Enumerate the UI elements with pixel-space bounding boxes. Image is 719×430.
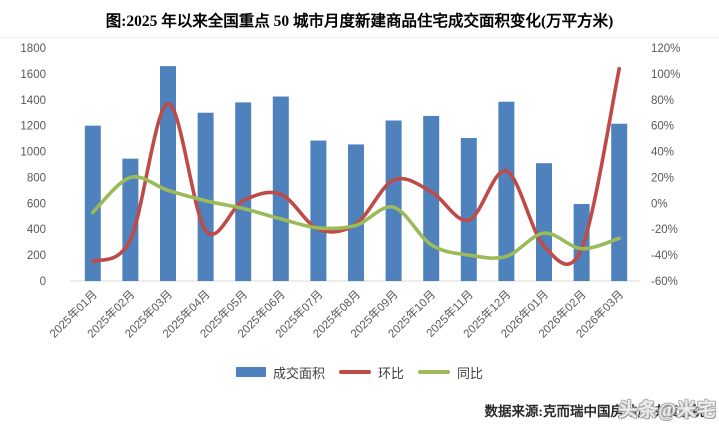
bar-2025年04月	[197, 112, 214, 281]
legend-item-mom: 环比	[338, 363, 404, 382]
svg-text:1200: 1200	[20, 121, 46, 133]
svg-text:600: 600	[27, 198, 46, 210]
svg-text:20%: 20%	[651, 172, 674, 184]
svg-text:0: 0	[40, 276, 46, 288]
svg-text:200: 200	[27, 250, 46, 262]
bar-2026年02月	[573, 203, 590, 281]
legend-mom-label: 环比	[377, 365, 404, 381]
data-source-note: 数据来源:克而瑞中国房地产决策系统	[484, 404, 706, 419]
svg-text:800: 800	[27, 172, 46, 184]
legend-item-yoy: 同比	[418, 363, 483, 382]
legend-yoy-label: 同比	[457, 365, 484, 381]
chart-canvas: 0 200 400 600 800 1000 1200 1400 1600 1800 -60% -40…	[20, 43, 680, 341]
legend-item-volume: 成交面积	[235, 363, 325, 382]
bar-2025年01月	[84, 125, 101, 282]
bar-2026年03月	[611, 123, 628, 281]
chart-title: 图:2025 年以来全国重点 50 城市月度新建商品住宅成交面积变化(万平方米)	[0, 0, 719, 38]
svg-text:40%: 40%	[651, 147, 674, 159]
legend-yoy-line-swatch	[418, 370, 450, 374]
legend-bar-swatch	[235, 367, 266, 377]
svg-text:60%: 60%	[651, 121, 674, 133]
bar-2026年01月	[536, 163, 552, 281]
legend-mom-line-swatch	[338, 370, 371, 374]
bar-2025年05月	[235, 102, 252, 281]
bar-2025年10月	[423, 115, 440, 281]
bar-2025年03月	[160, 66, 176, 281]
svg-text:400: 400	[27, 224, 46, 236]
bar-2025年07月	[310, 140, 327, 281]
svg-text:1800: 1800	[20, 43, 46, 55]
svg-text:-20%: -20%	[651, 224, 678, 236]
svg-text:1600: 1600	[20, 69, 46, 81]
svg-text:1000: 1000	[20, 147, 46, 159]
line-同比	[91, 175, 621, 260]
svg-text:1400: 1400	[20, 95, 46, 107]
svg-text:-40%: -40%	[651, 250, 678, 262]
svg-text:0%: 0%	[651, 198, 668, 210]
bar-2025年08月	[348, 144, 364, 281]
legend-volume-label: 成交面积	[272, 365, 325, 381]
bar-2025年12月	[498, 101, 515, 281]
chart-legend: 成交面积 环比 同比	[0, 361, 719, 383]
svg-text:80%: 80%	[651, 95, 674, 107]
svg-text:-60%: -60%	[651, 276, 678, 288]
bar-2025年11月	[460, 137, 477, 281]
bar-2025年02月	[122, 158, 139, 281]
bar-2025年09月	[385, 120, 402, 281]
bar-2025年06月	[272, 96, 289, 281]
svg-text:100%: 100%	[651, 69, 680, 81]
svg-text:120%: 120%	[651, 43, 680, 55]
